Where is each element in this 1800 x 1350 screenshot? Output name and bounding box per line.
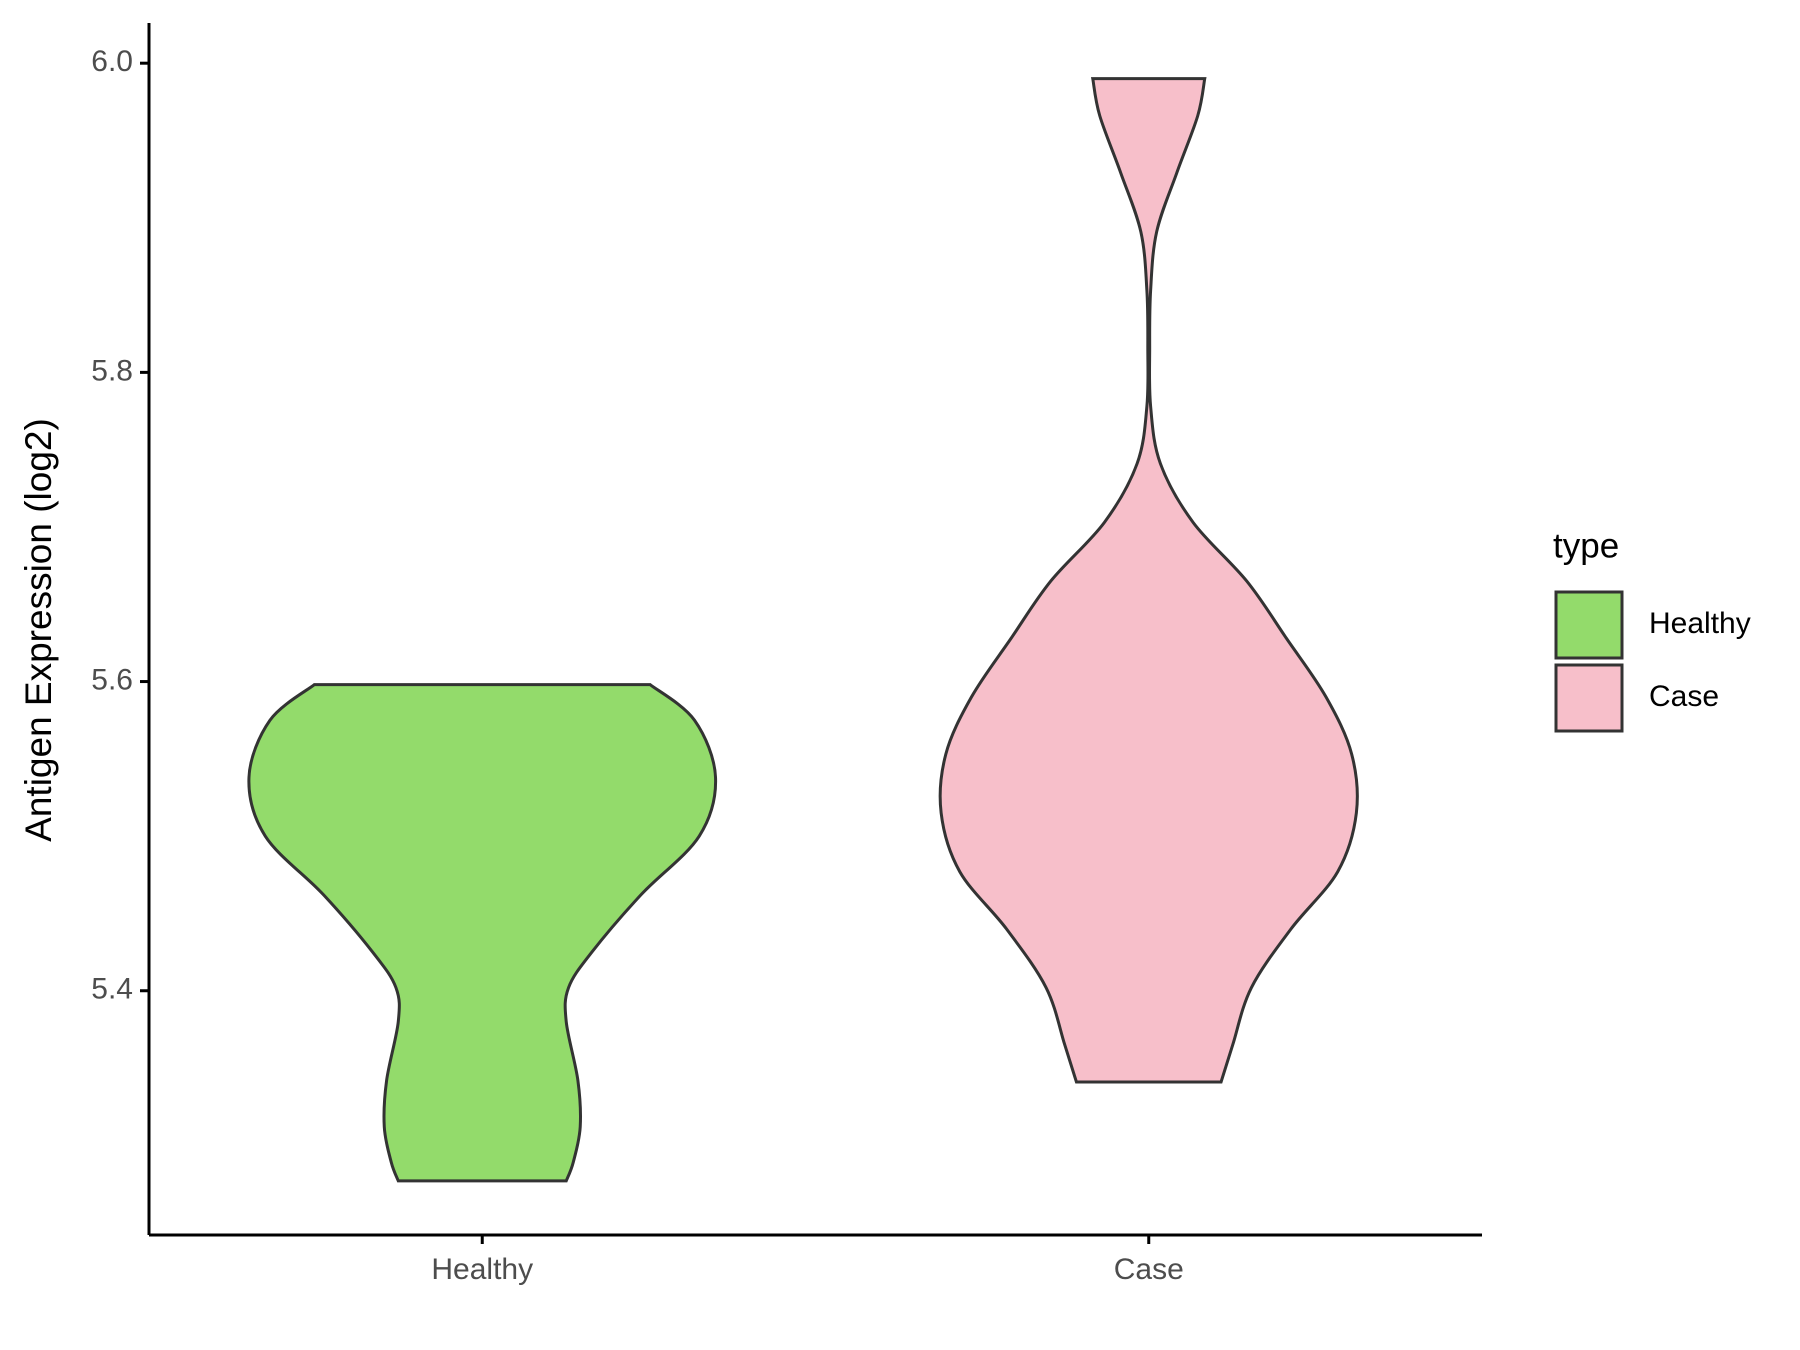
legend-label: Case <box>1649 680 1719 713</box>
y-axis-title: Antigen Expression (log2) <box>18 418 59 842</box>
legend-key <box>1554 590 1624 660</box>
violin <box>247 683 718 1183</box>
legend-key <box>1554 663 1624 733</box>
violin <box>938 77 1359 1084</box>
y-tick-label: 5.6 <box>91 663 133 696</box>
x-tick-label: Case <box>1114 1253 1184 1286</box>
legend-label: Healthy <box>1649 607 1751 640</box>
y-tick-label: 5.4 <box>91 973 133 1006</box>
x-tick-label: Healthy <box>431 1253 533 1286</box>
legend-title: type <box>1553 526 1619 565</box>
y-tick-label: 6.0 <box>91 45 133 78</box>
y-tick-label: 5.8 <box>91 354 133 387</box>
